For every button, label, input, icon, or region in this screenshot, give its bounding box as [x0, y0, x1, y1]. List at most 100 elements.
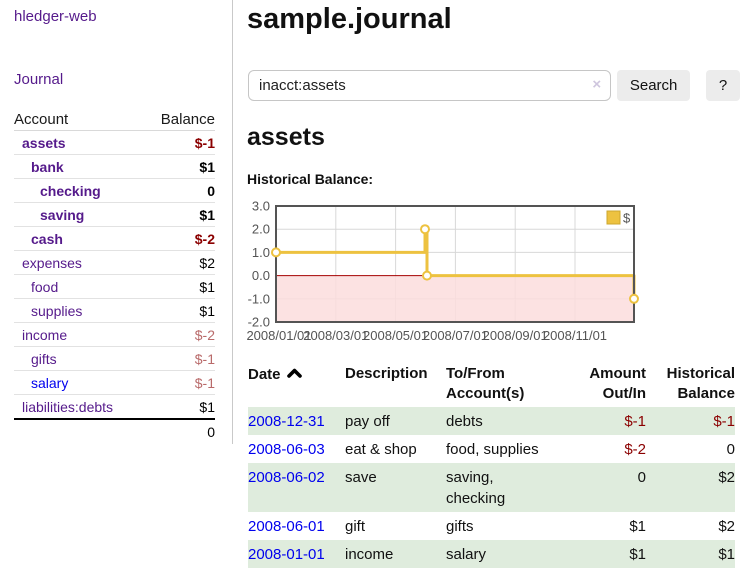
page-title: sample.journal [247, 3, 452, 35]
chart-legend: $ [606, 210, 631, 226]
chart-point [629, 293, 639, 304]
transaction-amount: $1 [629, 546, 646, 563]
account-balance: $-2 [194, 326, 215, 343]
transaction-date-link[interactable]: 2008-06-01 [248, 518, 325, 535]
x-tick-label: 2008/07/01 [423, 328, 488, 343]
table-row: income $-2 [14, 323, 215, 347]
table-row: expenses $2 [14, 251, 215, 275]
clear-search-icon[interactable]: × [592, 76, 602, 93]
sidebar-account-assets[interactable]: assets [22, 134, 66, 151]
chart-point [420, 224, 430, 235]
account-balance: 0 [207, 182, 215, 199]
account-balance: $1 [199, 158, 215, 175]
sidebar-account-supplies[interactable]: supplies [31, 302, 83, 319]
transaction-amount: $-2 [624, 441, 646, 458]
sidebar-account-checking[interactable]: checking [40, 182, 101, 199]
y-tick-label: 1.0 [252, 245, 270, 260]
column-header-description: Description [345, 365, 428, 382]
transaction-description: income [345, 546, 394, 563]
chart-y-axis-labels: 3.0 2.0 1.0 0.0 -1.0 -2.0 [248, 199, 270, 330]
table-row: supplies $1 [14, 299, 215, 323]
chart-negative-region [276, 275, 634, 322]
accounts-total-row: 0 [14, 418, 215, 444]
x-tick-label: 2008/11/01 [543, 328, 607, 343]
search-form: × Search ? [248, 70, 740, 101]
transactions-table: Date Description To/From Account(s) Amou… [248, 362, 735, 568]
transaction-balance: $1 [718, 546, 735, 563]
account-balance: $1 [199, 206, 215, 223]
account-balance: $-1 [194, 374, 215, 391]
transaction-accounts: food, supplies [446, 441, 539, 458]
y-tick-label: 0.0 [252, 268, 270, 283]
sidebar-item-journal[interactable]: Journal [14, 71, 64, 88]
transaction-accounts: saving, checking [446, 469, 506, 507]
legend-label: $ [623, 211, 631, 226]
date-header-label: Date [248, 366, 281, 383]
sidebar-account-liabilities-debts[interactable]: liabilities:debts [22, 398, 114, 415]
column-header-accounts: To/From Account(s) [446, 365, 525, 402]
sidebar: hledger-web Journal Account Balance asse… [0, 0, 233, 444]
x-tick-label: 2008/03/01 [303, 328, 368, 343]
transaction-balance: $-1 [713, 413, 735, 430]
account-balance: $1 [199, 278, 215, 295]
table-row: liabilities:debts $1 [14, 395, 215, 418]
sidebar-account-saving[interactable]: saving [40, 206, 85, 223]
search-button[interactable]: Search [617, 70, 691, 101]
account-column-header: Account [14, 111, 69, 128]
sidebar-account-expenses[interactable]: expenses [22, 254, 82, 271]
transaction-date-link[interactable]: 2008-12-31 [248, 413, 325, 430]
search-box: × [248, 70, 612, 101]
transaction-balance: $2 [718, 469, 735, 486]
sidebar-account-food[interactable]: food [31, 278, 59, 295]
account-balance-table: Account Balance assets $-1 bank $1 check… [14, 103, 215, 444]
balance-column-header: Balance [160, 111, 215, 128]
y-tick-label: -2.0 [248, 315, 270, 330]
table-row: checking 0 [14, 179, 215, 203]
historical-balance-chart: $ 3.0 2.0 1.0 0.0 -1.0 -2.0 2008/01/01 2… [246, 199, 639, 343]
column-header-balance: Historical Balance [666, 365, 735, 402]
transaction-date-link[interactable]: 2008-06-03 [248, 441, 325, 458]
account-heading: assets [247, 123, 325, 151]
app-title-link[interactable]: hledger-web [14, 8, 97, 25]
transaction-row: 2008-06-03 eat & shop food, supplies $-2… [248, 435, 735, 463]
table-row: cash $-2 [14, 227, 215, 251]
x-tick-label: 2008/09/01 [483, 328, 548, 343]
transaction-description: save [345, 469, 377, 486]
legend-swatch-icon [606, 210, 621, 225]
help-button[interactable]: ? [706, 70, 740, 101]
chart-point [271, 247, 281, 258]
transaction-date-link[interactable]: 2008-01-01 [248, 546, 325, 563]
search-input[interactable] [248, 70, 612, 101]
x-tick-label: 2008/01/01 [246, 328, 311, 343]
y-tick-label: -1.0 [248, 291, 270, 306]
table-row: saving $1 [14, 203, 215, 227]
transaction-accounts: debts [446, 413, 483, 430]
sidebar-account-bank[interactable]: bank [31, 158, 64, 175]
account-balance: $-2 [194, 230, 215, 247]
chart-border [275, 205, 635, 323]
account-balance: $-1 [194, 350, 215, 367]
transaction-description: eat & shop [345, 441, 417, 458]
transaction-row: 2008-01-01 income salary $1 $1 [248, 540, 735, 568]
column-header-date[interactable]: Date [248, 362, 345, 407]
transaction-description: gift [345, 518, 366, 535]
transaction-row: 2008-12-31 pay off debts $-1 $-1 [248, 407, 735, 435]
sidebar-account-income[interactable]: income [22, 326, 68, 343]
accounts-total-value: 0 [207, 424, 215, 440]
transaction-accounts: salary [446, 546, 487, 563]
transaction-amount: $1 [629, 518, 646, 535]
sidebar-account-gifts[interactable]: gifts [31, 350, 57, 367]
account-balance: $1 [199, 398, 215, 415]
sidebar-account-cash[interactable]: cash [31, 230, 63, 247]
y-tick-label: 3.0 [252, 199, 270, 214]
transaction-description: pay off [345, 413, 390, 430]
sidebar-account-salary[interactable]: salary [31, 374, 69, 391]
account-balance: $2 [199, 254, 215, 271]
table-row: bank $1 [14, 155, 215, 179]
transaction-row: 2008-06-01 gift gifts $1 $2 [248, 512, 735, 540]
y-tick-label: 2.0 [252, 222, 270, 237]
column-header-amount: Amount Out/In [589, 365, 646, 402]
table-row: gifts $-1 [14, 347, 215, 371]
transaction-date-link[interactable]: 2008-06-02 [248, 469, 325, 486]
